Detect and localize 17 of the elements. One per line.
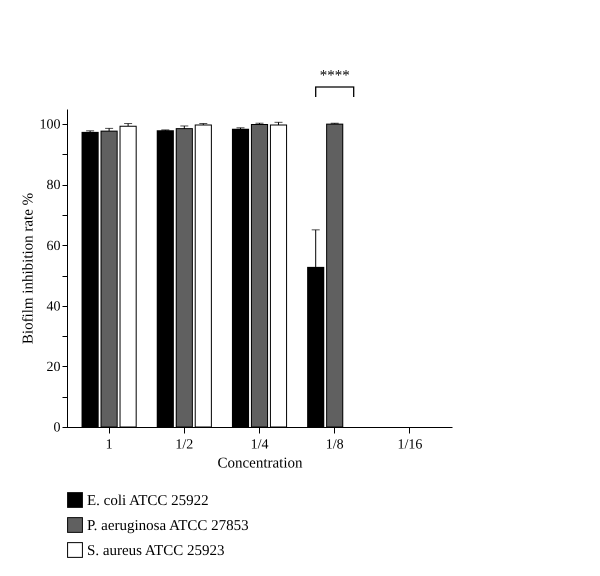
text: ****: [320, 68, 350, 84]
y-tick-label: 100: [40, 118, 60, 133]
y-tick-label: 0: [54, 420, 60, 436]
y-tick-label: 40: [46, 299, 60, 314]
x-tick-label: 1/8: [326, 438, 344, 452]
y-tick-label: 80: [46, 178, 60, 194]
y-tick-label: 60: [46, 238, 60, 254]
legend-label: P. aeruginosa ATCC 27853: [87, 518, 249, 534]
x-tick-label: 1: [106, 438, 113, 452]
y-tick-label: 20: [46, 360, 60, 375]
x-axis-title: Concentration: [218, 456, 303, 472]
x-tick-label: 1/4: [250, 438, 268, 452]
x-tick-label: 1/2: [175, 438, 194, 452]
legend-label: E. coli ATCC 25922: [87, 493, 209, 509]
y-axis-title: Biofilm inhibition rate %: [20, 192, 36, 344]
x-tick-label: 1/16: [397, 438, 422, 452]
legend-label: S. aureus ATCC 25923: [87, 543, 225, 559]
